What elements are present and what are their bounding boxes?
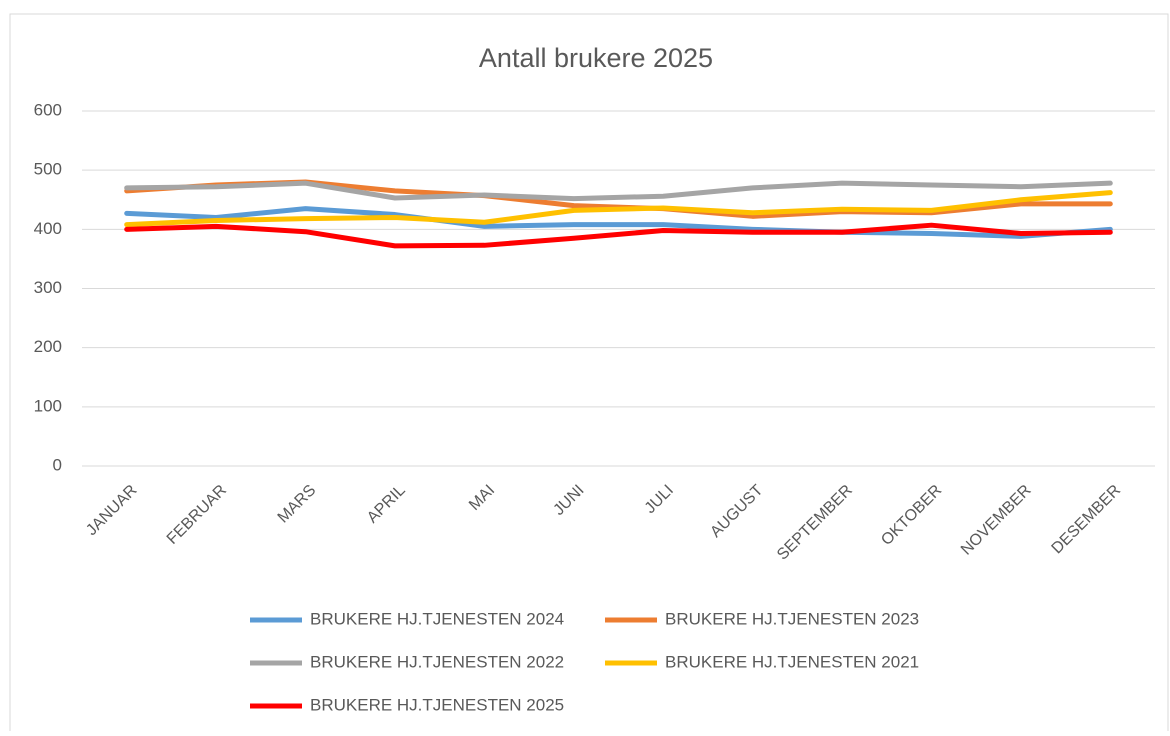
chart-title: Antall brukere 2025	[479, 43, 713, 73]
series-line	[124, 180, 1113, 202]
series-line	[124, 222, 1113, 249]
legend-label: BRUKERE HJ.TJENESTEN 2021	[665, 652, 919, 671]
y-tick-label: 400	[34, 219, 62, 238]
legend-label: BRUKERE HJ.TJENESTEN 2023	[665, 609, 919, 628]
legend-label: BRUKERE HJ.TJENESTEN 2022	[310, 652, 564, 671]
series-line	[124, 190, 1113, 228]
series-line	[124, 206, 1113, 239]
y-tick-label: 600	[34, 100, 62, 119]
legend-label: BRUKERE HJ.TJENESTEN 2025	[310, 695, 564, 714]
chart-border	[9, 13, 1169, 735]
y-tick-label: 100	[34, 396, 62, 415]
y-tick-label: 300	[34, 278, 62, 297]
y-tick-label: 200	[34, 337, 62, 356]
y-tick-label: 500	[34, 160, 62, 179]
y-tick-label: 0	[53, 455, 62, 474]
legend-label: BRUKERE HJ.TJENESTEN 2024	[310, 609, 564, 628]
